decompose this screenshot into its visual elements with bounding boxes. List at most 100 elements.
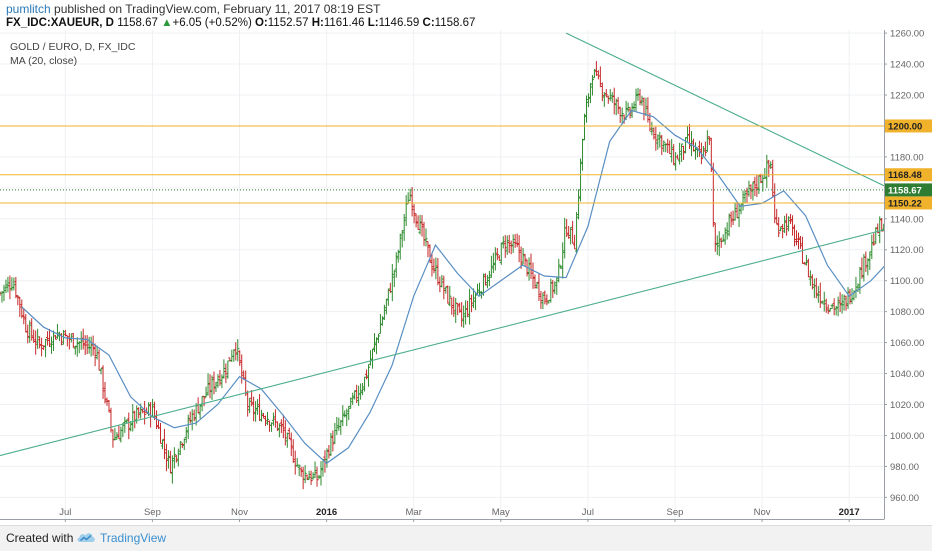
candle: [866, 258, 870, 276]
candle: [788, 213, 793, 224]
candle: [343, 410, 347, 418]
candle: [751, 181, 755, 201]
candle: [257, 394, 262, 421]
price-tick-label: 1260.00: [890, 30, 924, 40]
candle: [471, 288, 476, 309]
candle: [420, 215, 424, 237]
candle: [255, 399, 260, 415]
candle: [820, 300, 824, 304]
candle: [559, 265, 563, 269]
candle: [87, 336, 91, 354]
candle: [252, 396, 256, 422]
candle: [753, 176, 757, 197]
candle: [232, 349, 236, 362]
candle: [462, 305, 466, 328]
candle: [164, 443, 169, 472]
candle: [757, 174, 761, 194]
candle: [501, 236, 505, 249]
candle: [79, 331, 83, 350]
candle: [309, 470, 313, 485]
candle: [40, 337, 44, 357]
tradingview-brand-link[interactable]: TradingView: [100, 531, 167, 545]
candle: [16, 295, 20, 306]
candle: [448, 286, 452, 307]
candle: [263, 415, 268, 426]
candle: [531, 262, 535, 289]
candle: [99, 368, 103, 375]
candle: [606, 95, 610, 104]
candle: [412, 204, 416, 224]
low-value: 1146.59: [378, 17, 420, 29]
moving-average-line: [21, 109, 884, 465]
candle: [418, 214, 422, 235]
candle: [374, 337, 379, 355]
candle: [261, 412, 266, 419]
candle: [604, 89, 608, 98]
candle: [339, 419, 343, 435]
last-price-tag-text: 1158.67: [888, 185, 922, 196]
candle: [646, 97, 650, 123]
candle: [192, 409, 196, 422]
candle: [888, 238, 891, 246]
candle: [394, 252, 398, 278]
candle: [870, 234, 874, 260]
candle: [234, 342, 238, 361]
candle: [759, 173, 763, 184]
candle: [265, 411, 270, 426]
candle: [676, 154, 680, 160]
candle: [842, 294, 846, 311]
price-tick-label: 1220.00: [890, 90, 924, 101]
candle: [878, 216, 882, 244]
candle: [834, 305, 838, 316]
footer-bar: Created with TradingView: [0, 525, 932, 551]
candle: [168, 450, 172, 474]
level-price-tag-bg: [885, 119, 932, 133]
candle: [222, 359, 226, 379]
candle: [47, 328, 52, 347]
candle: [240, 354, 244, 384]
price-chart[interactable]: 960.00 980.00 1000.00 1020.00 1040.00 1060.00…: [0, 30, 932, 523]
candle: [220, 374, 224, 389]
candle: [802, 262, 807, 265]
author-link[interactable]: pumlitch: [6, 2, 51, 16]
candle: [796, 232, 801, 250]
candle: [432, 258, 436, 274]
candle: [0, 291, 4, 303]
candle: [93, 343, 97, 367]
candle: [210, 375, 214, 400]
candle: [493, 247, 497, 271]
candle: [38, 336, 42, 349]
candle: [711, 162, 715, 227]
candle: [656, 134, 660, 150]
trendline: [565, 32, 884, 187]
candle: [117, 425, 121, 440]
candle: [529, 253, 533, 280]
candle: [396, 249, 400, 263]
candle: [618, 106, 622, 123]
candle: [790, 215, 795, 236]
candle: [101, 365, 105, 399]
candle: [521, 248, 525, 265]
candle: [679, 143, 684, 162]
candle: [549, 278, 553, 303]
candle: [85, 335, 89, 355]
candle: [291, 439, 295, 463]
candle: [638, 89, 642, 106]
candle: [351, 392, 355, 405]
ohlc-line: FX_IDC:XAUEUR, D 1158.67 ▲+6.05 (+0.52%)…: [6, 17, 475, 29]
candle: [311, 472, 315, 480]
candle: [121, 422, 125, 438]
price-change: +6.05 (+0.52%): [172, 17, 252, 29]
candle: [826, 304, 830, 315]
candle: [452, 296, 456, 317]
candle: [91, 335, 95, 356]
candle: [170, 455, 174, 484]
candle: [160, 439, 165, 450]
candle: [467, 288, 472, 325]
candle: [67, 333, 71, 350]
candle: [539, 290, 543, 309]
candle: [670, 138, 674, 163]
candle: [410, 187, 414, 217]
candle: [150, 398, 155, 417]
candle: [763, 168, 767, 179]
